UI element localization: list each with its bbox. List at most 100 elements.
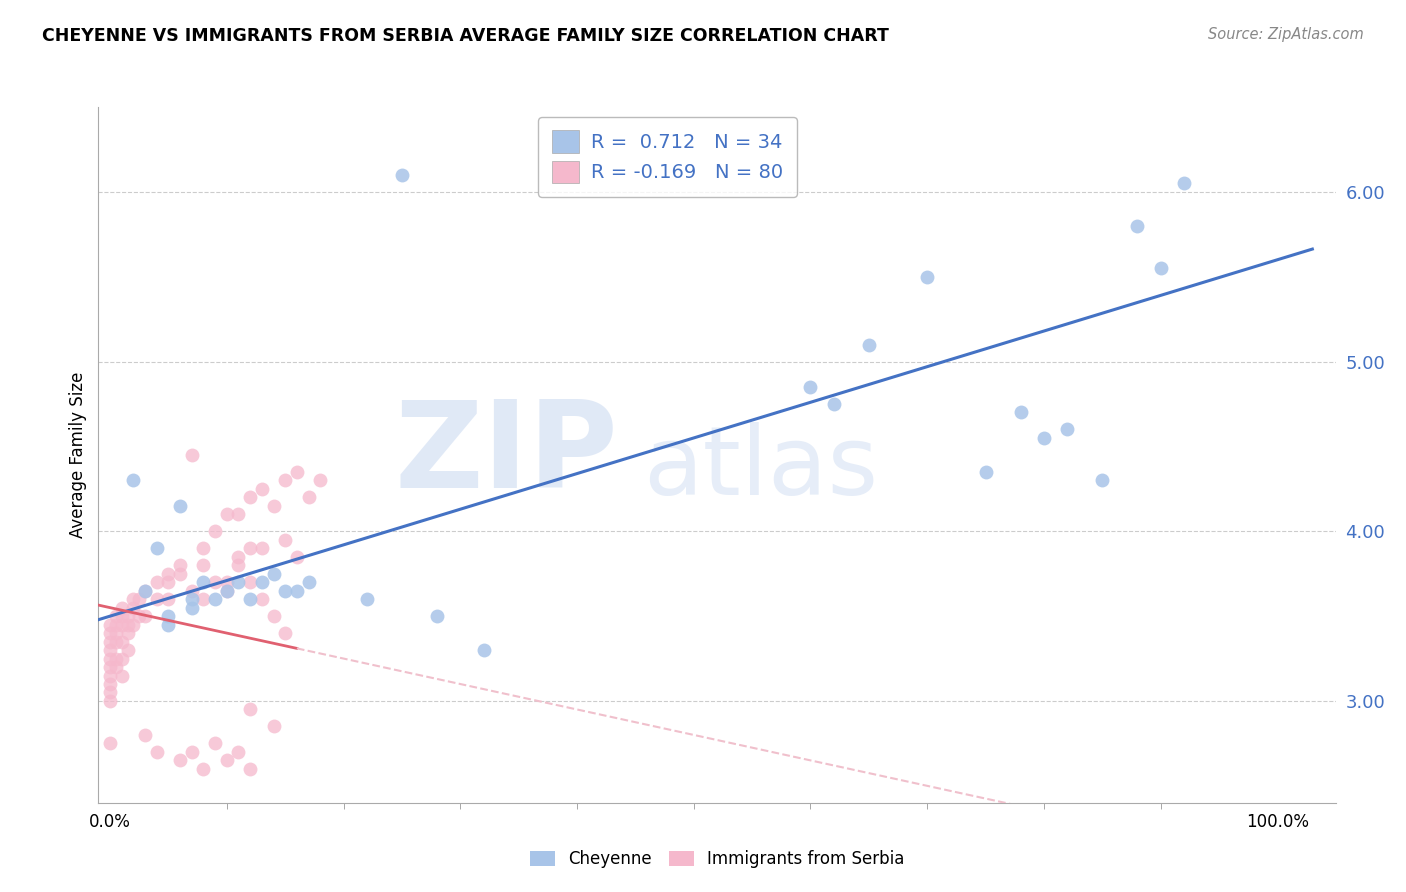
Point <box>1010 405 1032 419</box>
Point <box>858 337 880 351</box>
Point <box>169 753 191 767</box>
Point <box>263 566 285 581</box>
Point <box>104 617 127 632</box>
Point <box>472 643 495 657</box>
Point <box>117 609 139 624</box>
Point <box>193 541 215 556</box>
Point <box>98 677 121 691</box>
Point <box>263 609 285 624</box>
Point <box>169 558 191 573</box>
Point <box>204 524 226 539</box>
Point <box>239 592 262 607</box>
Point <box>1056 422 1078 436</box>
Point <box>134 583 156 598</box>
Point <box>228 549 250 564</box>
Point <box>117 617 139 632</box>
Point <box>98 634 121 648</box>
Point <box>117 643 139 657</box>
Point <box>111 617 134 632</box>
Point <box>104 626 127 640</box>
Point <box>274 474 297 488</box>
Point <box>1126 219 1149 233</box>
Point <box>1149 261 1171 276</box>
Point <box>1032 431 1054 445</box>
Point <box>239 491 262 505</box>
Point <box>146 745 169 759</box>
Point <box>98 626 121 640</box>
Point <box>274 583 297 598</box>
Text: CHEYENNE VS IMMIGRANTS FROM SERBIA AVERAGE FAMILY SIZE CORRELATION CHART: CHEYENNE VS IMMIGRANTS FROM SERBIA AVERA… <box>42 27 889 45</box>
Point <box>169 566 191 581</box>
Point <box>426 609 449 624</box>
Text: ZIP: ZIP <box>394 396 619 514</box>
Point <box>180 583 202 598</box>
Point <box>823 397 845 411</box>
Point <box>180 745 202 759</box>
Point <box>111 634 134 648</box>
Point <box>228 575 250 590</box>
Point <box>250 592 273 607</box>
Point <box>204 736 226 750</box>
Point <box>215 583 238 598</box>
Point <box>974 465 997 479</box>
Point <box>169 499 191 513</box>
Point <box>297 491 319 505</box>
Point <box>250 541 273 556</box>
Point <box>180 448 202 462</box>
Point <box>146 592 169 607</box>
Point <box>98 685 121 699</box>
Point <box>239 541 262 556</box>
Point <box>193 592 215 607</box>
Point <box>193 575 215 590</box>
Point <box>104 609 127 624</box>
Text: Source: ZipAtlas.com: Source: ZipAtlas.com <box>1208 27 1364 42</box>
Point <box>98 694 121 708</box>
Point <box>297 575 319 590</box>
Point <box>391 168 413 182</box>
Point <box>285 583 308 598</box>
Point <box>98 668 121 682</box>
Point <box>98 660 121 674</box>
Point <box>239 702 262 716</box>
Point <box>228 558 250 573</box>
Point <box>122 600 145 615</box>
Point <box>98 651 121 665</box>
Point <box>215 508 238 522</box>
Point <box>157 592 180 607</box>
Point <box>263 719 285 733</box>
Point <box>111 651 134 665</box>
Point <box>146 541 169 556</box>
Point <box>215 753 238 767</box>
Point <box>799 380 821 394</box>
Point <box>157 609 180 624</box>
Point <box>122 592 145 607</box>
Point <box>98 617 121 632</box>
Point <box>146 575 169 590</box>
Point <box>180 592 202 607</box>
Point <box>117 626 139 640</box>
Point <box>204 592 226 607</box>
Point <box>309 474 332 488</box>
Point <box>1173 177 1195 191</box>
Point <box>111 668 134 682</box>
Point <box>134 609 156 624</box>
Point <box>111 600 134 615</box>
Y-axis label: Average Family Size: Average Family Size <box>69 372 87 538</box>
Point <box>157 566 180 581</box>
Point <box>215 575 238 590</box>
Point <box>128 592 150 607</box>
Point <box>274 533 297 547</box>
Point <box>274 626 297 640</box>
Point <box>263 499 285 513</box>
Point <box>98 643 121 657</box>
Legend: R =  0.712   N = 34, R = -0.169   N = 80: R = 0.712 N = 34, R = -0.169 N = 80 <box>538 117 797 196</box>
Point <box>111 609 134 624</box>
Point <box>915 269 938 284</box>
Point <box>204 575 226 590</box>
Point <box>285 549 308 564</box>
Point <box>285 465 308 479</box>
Point <box>122 617 145 632</box>
Point <box>104 660 127 674</box>
Point <box>128 609 150 624</box>
Point <box>356 592 378 607</box>
